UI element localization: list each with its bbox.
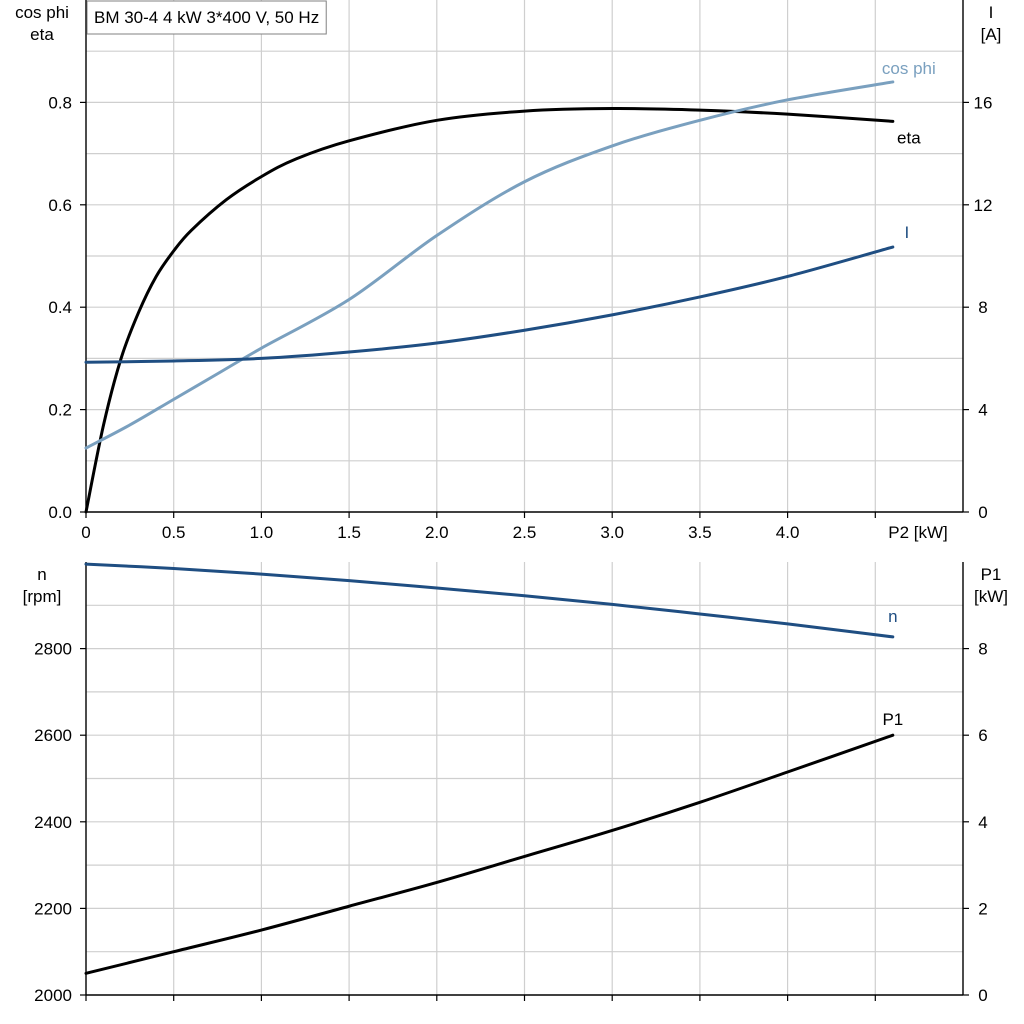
- right-axis-label: P1: [981, 565, 1002, 584]
- x-tick-label: 0.5: [162, 523, 186, 542]
- left-axis-label: n: [37, 565, 46, 584]
- x-tick-label: 1.5: [337, 523, 361, 542]
- left-tick-label: 2600: [34, 726, 72, 745]
- right-tick-label: 4: [978, 401, 987, 420]
- series-label-n: n: [888, 607, 897, 626]
- right-axis-label: [kW]: [974, 587, 1008, 606]
- left-tick-label: 0.2: [48, 401, 72, 420]
- series-line-p1: [84, 733, 895, 975]
- x-tick-label: 3.0: [600, 523, 624, 542]
- right-tick-label: 8: [978, 640, 987, 659]
- chart-title-box: BM 30-4 4 kW 3*400 V, 50 Hz: [86, 0, 327, 35]
- series-line-eta: [84, 107, 895, 514]
- chart-title-frame: [86, 0, 327, 35]
- left-tick-label: 2400: [34, 813, 72, 832]
- right-tick-label: 6: [978, 726, 987, 745]
- left-tick-label: 2200: [34, 899, 72, 918]
- series-label-eta: eta: [897, 128, 921, 147]
- right-axis-label: I: [989, 3, 994, 22]
- right-tick-label: 8: [978, 298, 987, 317]
- lower-chart-panel: 2000 2200 2400 2600 2800 0 2 4 6 8 n [rpm] P1 [kW] n P1: [23, 562, 1008, 1005]
- series-line-i: [84, 245, 895, 364]
- left-tick-label: 0.6: [48, 196, 72, 215]
- left-tick-label: 2800: [34, 640, 72, 659]
- left-axis-label: [rpm]: [23, 587, 62, 606]
- right-tick-label: 0: [978, 503, 987, 522]
- right-tick-label: 0: [978, 986, 987, 1005]
- left-axis-label: eta: [30, 25, 54, 44]
- x-tick-label: 4.0: [776, 523, 800, 542]
- x-tick-label: 0: [81, 523, 90, 542]
- series-line-cos-phi: [84, 80, 895, 450]
- right-tick-label: 12: [974, 196, 993, 215]
- right-tick-label: 16: [974, 93, 993, 112]
- x-tick-label: 3.5: [688, 523, 712, 542]
- left-tick-label: 0.8: [48, 93, 72, 112]
- x-tick-label: 2.5: [513, 523, 537, 542]
- left-tick-label: 2000: [34, 986, 72, 1005]
- x-tick-label: 2.0: [425, 523, 449, 542]
- series-label-i: I: [904, 223, 909, 242]
- right-tick-label: 4: [978, 813, 987, 832]
- series-label-p1: P1: [882, 710, 903, 729]
- chart-title: BM 30-4 4 kW 3*400 V, 50 Hz: [94, 8, 319, 27]
- left-tick-label: 0.4: [48, 298, 72, 317]
- left-axis-label: cos phi: [15, 3, 69, 22]
- right-tick-label: 2: [978, 899, 987, 918]
- grid-lines: [86, 562, 963, 995]
- left-tick-label: 0.0: [48, 503, 72, 522]
- right-axis-label: [A]: [981, 25, 1002, 44]
- x-axis-label: P2 [kW]: [888, 523, 948, 542]
- series-line-n: [84, 562, 895, 639]
- upper-chart-panel: 0.0 0.2 0.4 0.6 0.8 0 4 8 12 16 0 0.5 1.0 1.5 2.0 2.5 3.…: [15, 0, 1001, 542]
- x-tick-label: 1.0: [250, 523, 274, 542]
- series-label-cos-phi: cos phi: [882, 59, 936, 78]
- grid-lines: [86, 0, 963, 512]
